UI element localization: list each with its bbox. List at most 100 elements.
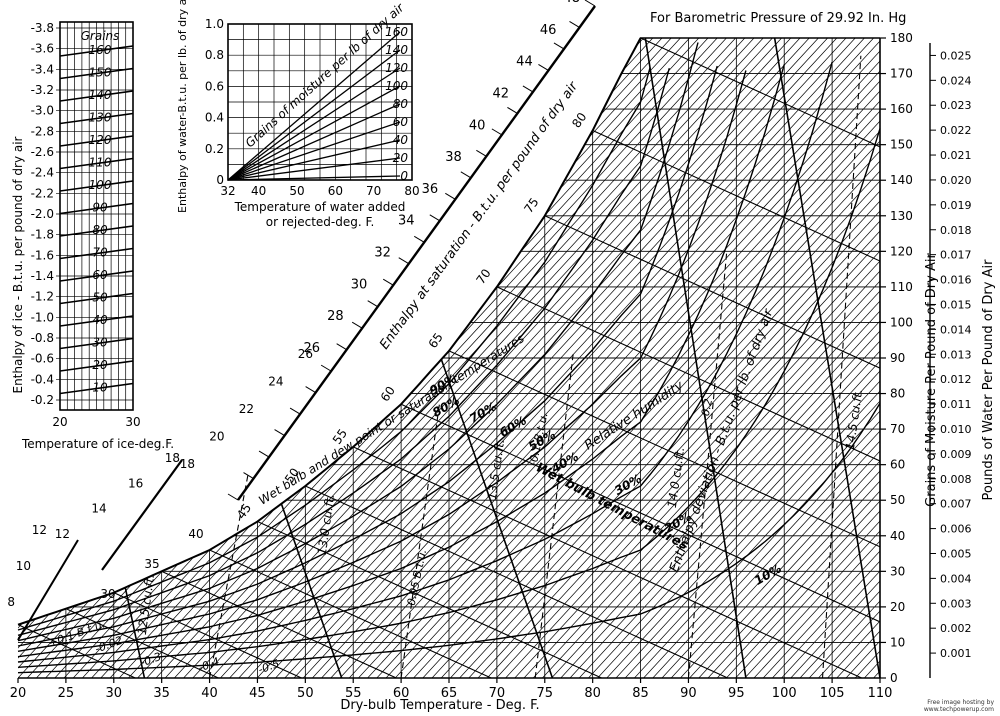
pounds-tick-label: 0.011 <box>940 398 972 411</box>
enthalpy-upper-tick-label: 42 <box>493 86 510 101</box>
pounds-tick-label: 0.007 <box>940 498 972 511</box>
ice-series-label: 60 <box>92 268 108 282</box>
rh-curve <box>17 128 881 668</box>
wetbulb-line <box>640 38 880 678</box>
pounds-tick-label: 0.020 <box>940 174 972 187</box>
water-series-line <box>227 85 401 181</box>
enthalpy-scale-tick <box>382 278 394 286</box>
grain-tick-label: 180 <box>890 31 913 45</box>
ice-y-tick-label: -3.2 <box>31 83 54 97</box>
x-tick-label: 75 <box>537 686 554 701</box>
volume-line <box>280 503 343 679</box>
lower-temp-label: 35 <box>144 557 159 571</box>
enthalpy-lower-tick-label: 12 <box>55 527 70 541</box>
ice-series-label: 90 <box>92 201 108 215</box>
ice-series-label: 50 <box>92 291 108 305</box>
wetbulb-line <box>161 570 397 678</box>
enthalpy-upper-tick-label: 36 <box>422 182 439 197</box>
wetbulb-line <box>305 485 728 678</box>
ice-series-line <box>59 360 134 372</box>
enthalpy-deviation-line <box>687 251 728 679</box>
wetbulb-line <box>113 592 302 678</box>
chart-title: For Barometric Pressure of 29.92 In. Hg <box>650 11 906 26</box>
enthalpy-lower-tick-label: 18 <box>165 451 180 465</box>
enthalpy-scale-tick <box>507 106 518 114</box>
pounds-tick-label: 0.012 <box>940 373 972 386</box>
grain-tick-label: 150 <box>890 138 913 152</box>
enthalpy-scale-tick <box>445 192 456 200</box>
water-series-label: 80 <box>393 97 409 111</box>
grain-tick-label: 110 <box>890 280 913 294</box>
pounds-tick-label: 0.018 <box>940 224 972 237</box>
volume-line <box>440 359 554 679</box>
water-x-tick-label: 50 <box>289 184 304 198</box>
enthalpy-scale-tick <box>429 214 441 222</box>
water-series-line <box>227 67 401 181</box>
ice-series-line <box>59 202 134 215</box>
water-series-line <box>227 139 401 181</box>
water-series-label: 140 <box>385 43 408 57</box>
enthalpy-bottom-tick-label: 10 <box>16 559 31 573</box>
ice-series-line <box>59 112 134 125</box>
water-series-line <box>227 121 401 181</box>
ice-series-label: 70 <box>92 246 108 260</box>
enthalpy-scale-tick <box>553 42 565 50</box>
grain-tick-label: 130 <box>890 209 913 223</box>
enthalpy-deviation-line <box>209 475 249 679</box>
x-tick-label: 40 <box>201 686 218 701</box>
ice-series-label: 120 <box>89 133 112 147</box>
enthalpy-deviation-line <box>400 404 440 679</box>
rh-curve <box>17 65 718 647</box>
ice-series-label: 30 <box>92 336 108 350</box>
pounds-tick-label: 0.004 <box>940 572 972 585</box>
saturation-temp-label: 80 <box>569 110 589 131</box>
ice-y-tick-label: -3.4 <box>31 62 54 76</box>
ice-series-line <box>59 382 134 395</box>
pounds-tick-label: 0.006 <box>940 523 972 536</box>
ice-series-line <box>59 225 134 237</box>
pounds-tick-label: 0.024 <box>940 74 972 87</box>
pounds-tick-label: 0.015 <box>940 298 972 311</box>
water-y-tick-label: 0.6 <box>205 79 224 93</box>
x-tick-label: 45 <box>249 686 266 701</box>
rh-curve <box>17 402 881 674</box>
wetbulb-line <box>496 286 880 678</box>
enthalpy-scale-tick <box>320 364 332 372</box>
enthalpy-deviation-line <box>534 350 575 679</box>
enthalpy-bottom-tick-label: 8 <box>7 595 15 609</box>
volume-line <box>773 37 881 679</box>
ice-series-label: 160 <box>89 43 112 57</box>
water-x-tick-label: 32 <box>220 184 235 198</box>
enthalpy-deviation-value: -0.5 <box>256 657 281 677</box>
water-series-label: 0 <box>400 169 408 183</box>
x-tick-label: 20 <box>10 686 27 701</box>
enthalpy-scale-upper <box>237 5 596 501</box>
water-series-line <box>227 103 401 181</box>
pounds-tick-label: 0.009 <box>940 448 972 461</box>
ice-y-tick-label: -2.0 <box>31 207 54 221</box>
enthalpy-lower-tick-label: 16 <box>128 476 143 490</box>
ice-y-tick-label: -2.8 <box>31 124 54 138</box>
ice-series-label: 150 <box>89 66 112 80</box>
ice-series-label: 130 <box>89 111 112 125</box>
enthalpy-scale-lower <box>101 459 183 571</box>
rh-axis-label: Relative humidity <box>582 378 686 453</box>
grain-tick-label: 90 <box>890 351 905 365</box>
water-series-line <box>227 157 401 181</box>
water-series-label: 40 <box>393 133 409 147</box>
x-tick-label: 30 <box>106 686 123 701</box>
ice-series-label: 80 <box>92 223 108 237</box>
pounds-tick-label: 0.023 <box>940 99 972 112</box>
enthalpy-scale-bottom <box>17 539 79 641</box>
ice-series-label: 110 <box>89 156 112 170</box>
enthalpy-mid-tick-label: 18 <box>180 457 195 471</box>
enthalpy-scale-tick <box>336 343 347 351</box>
x-tick-label: 105 <box>820 686 845 701</box>
relative-humidity-lines <box>17 42 881 674</box>
water-series-label: 160 <box>385 25 408 39</box>
enthalpy-scale-tick <box>584 0 596 7</box>
enthalpy-upper-tick-label: 46 <box>540 23 557 38</box>
water-x-tick-label: 60 <box>328 184 343 198</box>
water-y-tick-label: 0.8 <box>205 48 224 62</box>
grain-tick-label: 120 <box>890 244 913 258</box>
